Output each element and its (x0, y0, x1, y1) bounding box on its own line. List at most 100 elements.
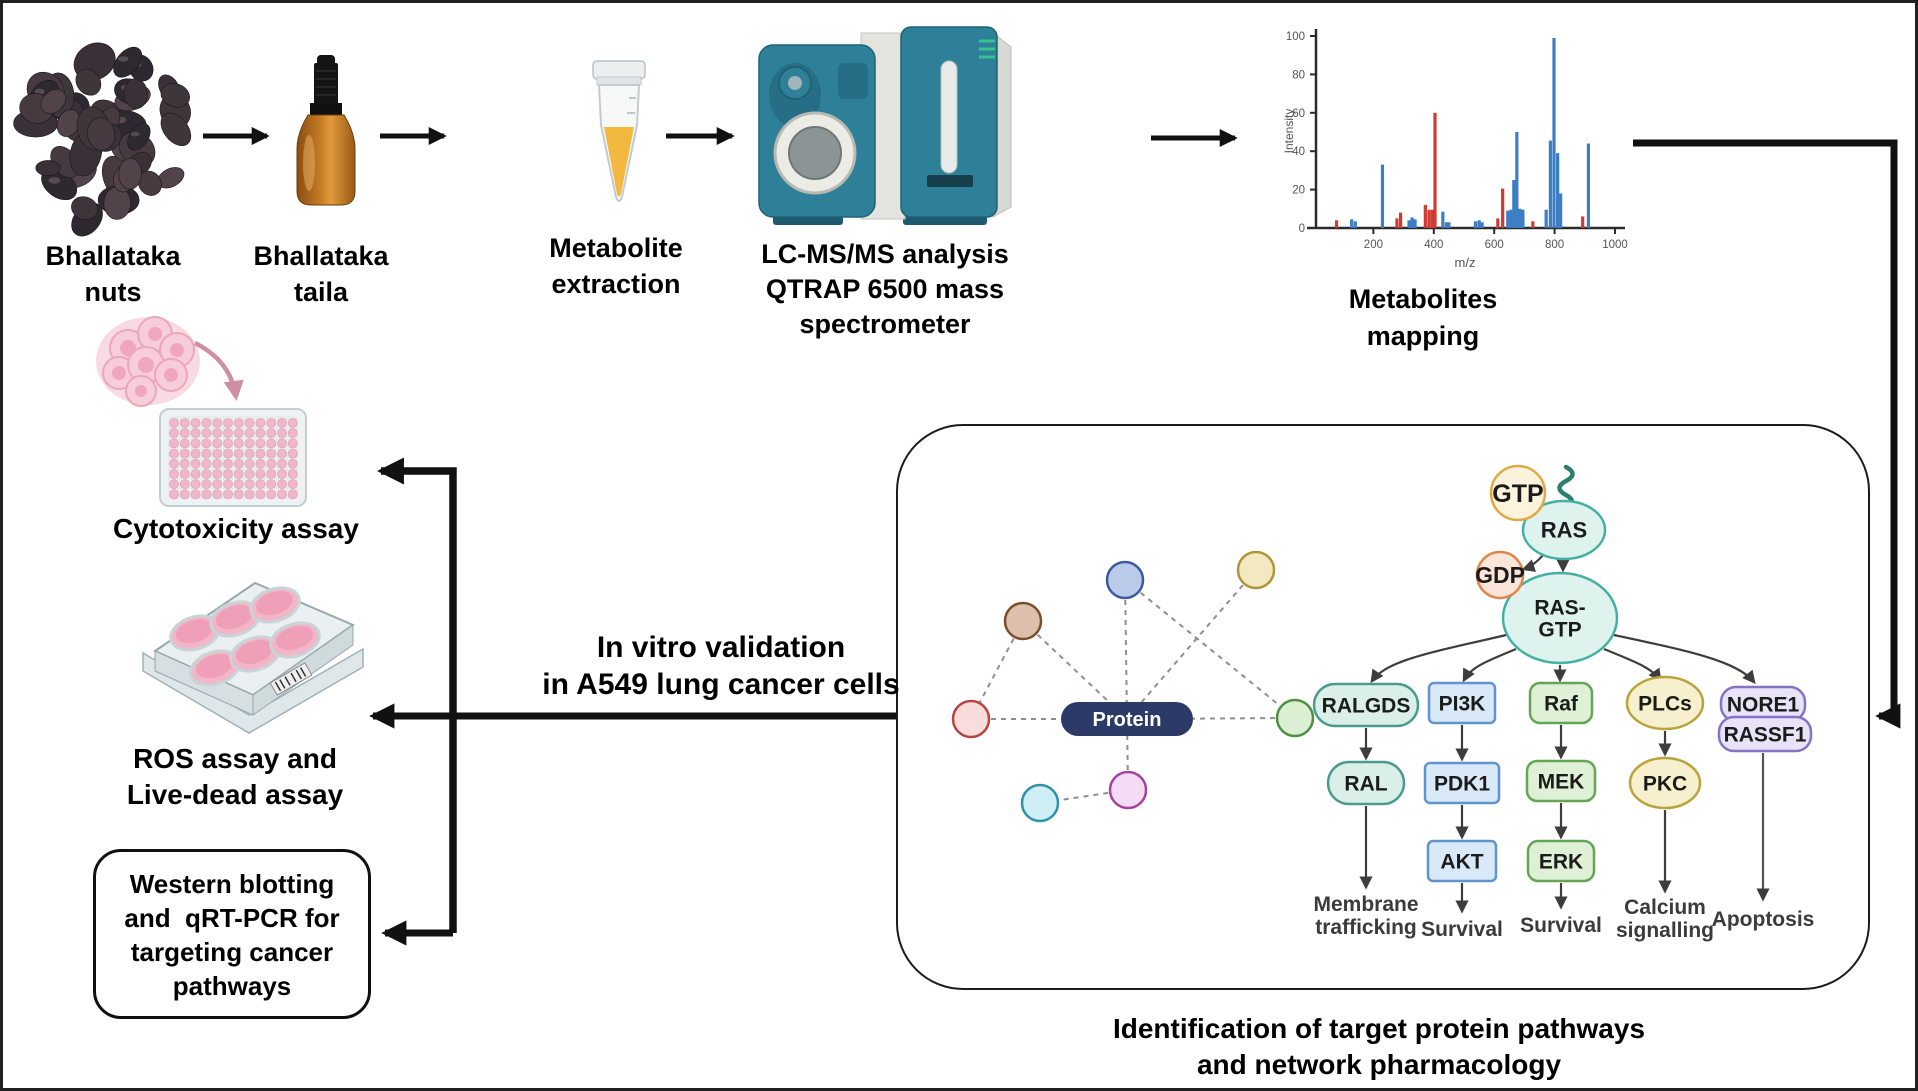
plate96-wells (169, 418, 298, 500)
pathway-node-label-plcs: PLCs (1638, 692, 1692, 715)
spectrum-bar (1441, 211, 1445, 228)
label-western-line4: pathways (172, 971, 292, 1001)
plate96-well (277, 418, 287, 428)
label-output-calcium-line1: Calcium (1624, 896, 1706, 919)
plate96-well (287, 469, 298, 479)
plate96-well (266, 448, 277, 459)
plate96-well (255, 469, 266, 479)
plate96-well (179, 489, 190, 500)
flow-arrows-top (203, 127, 1238, 147)
nut-highlight (48, 177, 61, 184)
plate96-well (201, 438, 212, 449)
plate96-well (190, 469, 201, 479)
flow-arrows-main (369, 139, 1901, 946)
plate96-well (255, 489, 266, 500)
network-node-yellow (1236, 550, 1276, 590)
plate96-well (266, 438, 277, 449)
spectrum-bar (1353, 221, 1357, 228)
label-ros-line1: ROS assay and (133, 743, 337, 774)
label-western-line2: and qRT-PCR for (124, 903, 340, 933)
plate96-well (287, 458, 298, 469)
plate96-well (255, 428, 266, 439)
network-node-magenta (1108, 770, 1148, 810)
plate96-well (287, 479, 298, 490)
pathway-node-akt (1426, 839, 1498, 883)
plate96-well (223, 428, 233, 439)
network-edge-blue-green (1124, 579, 1296, 719)
label-output-membrane-line2: trafficking (1315, 916, 1417, 939)
pathway-node-ral (1326, 760, 1406, 806)
nut (86, 117, 116, 151)
nut-highlight (34, 88, 45, 95)
pathway-node-rassf1 (1717, 715, 1813, 753)
chart-ytick-label: 100 (1286, 31, 1305, 43)
spectrum-bar (1350, 219, 1354, 228)
chart-xlabel: m/z (1455, 255, 1476, 270)
chart-xtick-label: 800 (1545, 239, 1564, 251)
nut (113, 46, 143, 78)
bottle-collar (310, 103, 342, 115)
bottle-cap (314, 63, 338, 105)
spectrum-bar (1552, 37, 1556, 228)
ras-pathway-arrows (1359, 548, 1770, 914)
spectrum-bar (1480, 222, 1484, 228)
plate96-well (169, 469, 179, 479)
tube-cap-collar (596, 76, 642, 86)
plate96-well (212, 418, 223, 428)
plate96-well (255, 479, 266, 490)
ras-pathway-nodes: RAS RAS-GTP GTP GDP RALGDS RAL PI3K PDK1 AKT Raf M… (1312, 464, 1813, 883)
network-hub (1061, 702, 1193, 736)
plate96-well (287, 428, 298, 439)
label-taila-line1: Bhallataka (253, 241, 389, 271)
spectrum-bar (1518, 208, 1522, 228)
spectrum-bar (1477, 220, 1481, 228)
plate96-well (201, 428, 212, 439)
plate96-well (233, 428, 244, 439)
pathway-node-label-ral: RAL (1344, 772, 1387, 795)
plate96-well (201, 469, 212, 479)
spectrum-bar (1515, 132, 1519, 228)
ms-connector (838, 63, 868, 99)
plate96-well (255, 458, 266, 469)
plate96-well (179, 479, 190, 490)
label-output-survival-1: Survival (1421, 918, 1503, 941)
spectrum-bar (1473, 221, 1478, 228)
spectrum-bar (1395, 218, 1399, 228)
label-invitro-line2: in A549 lung cancer cells (542, 668, 900, 701)
cell-nuclei (112, 327, 184, 397)
label-output-apoptosis: Apoptosis (1711, 908, 1815, 931)
pathway-node-label-gtp: GTP (1492, 480, 1543, 508)
nut (160, 82, 190, 108)
plate96-well (277, 469, 287, 479)
plate96-well (169, 458, 179, 469)
plate96-well (287, 438, 298, 449)
plate96-well (266, 479, 277, 490)
pathway-node-label-pdk1: PDK1 (1434, 772, 1490, 795)
chart-xtick-label: 400 (1424, 239, 1443, 251)
spectrum-chart: 0 20 40 60 80 100 200 400 600 800 1000 m/z Intensity (1282, 29, 1628, 270)
bhallataka-nuts-illustration (13, 42, 192, 237)
spectrum-bar (1433, 112, 1437, 228)
plate6-tray (142, 647, 364, 734)
nut (35, 160, 61, 176)
plate96-well (223, 448, 233, 459)
plate96-well (212, 448, 223, 459)
network-node-green (1275, 698, 1315, 738)
plate96-well (201, 418, 212, 428)
chart-ytick-label: 20 (1292, 185, 1305, 197)
plate96-well (287, 489, 298, 500)
plate96-well (244, 418, 255, 428)
ms-sample-slot (940, 60, 958, 174)
plate96-well (212, 428, 223, 439)
plate96-well (244, 489, 255, 500)
bottle-highlight (303, 135, 315, 191)
plate96-well (287, 418, 298, 428)
plate96-well (233, 448, 244, 459)
spectrum-bar (1444, 222, 1449, 228)
network-edge-brown-hub (1022, 620, 1128, 720)
plate96-well (212, 489, 223, 500)
plate96-well (223, 438, 233, 449)
nut (160, 112, 192, 146)
arrow-rasgtp-to-pi3k (1462, 647, 1517, 683)
